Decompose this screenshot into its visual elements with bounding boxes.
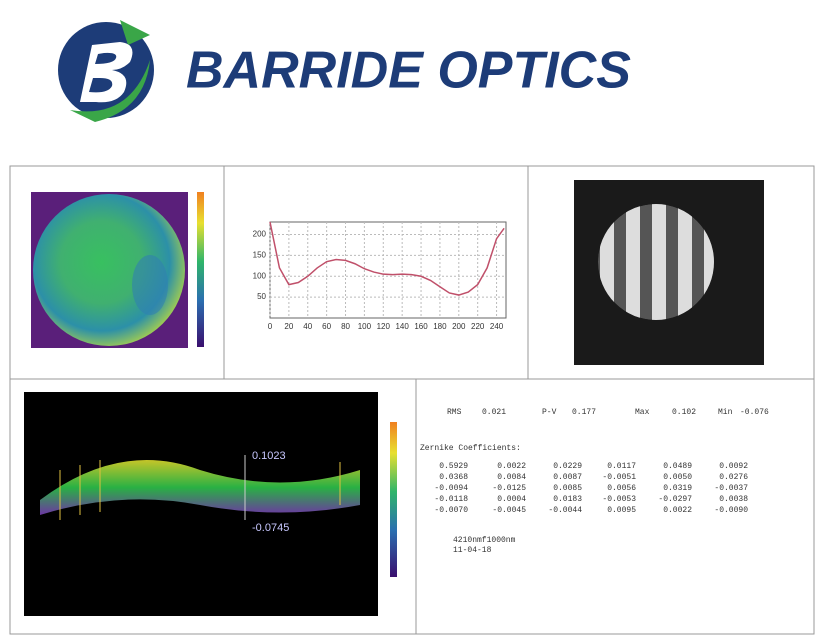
zernike-value: 0.0092 <box>719 462 748 471</box>
x-tick-label: 20 <box>284 322 293 331</box>
x-tick-label: 100 <box>358 322 372 331</box>
x-tick-label: 240 <box>490 322 504 331</box>
zernike-value: -0.0044 <box>548 506 582 515</box>
x-tick-label: 40 <box>303 322 312 331</box>
stat-label: RMS <box>447 408 462 417</box>
stat-label: Max <box>635 408 650 417</box>
zernike-value: 0.0276 <box>719 473 748 482</box>
zernike-value: 0.0183 <box>553 495 582 504</box>
zernike-value: -0.0045 <box>492 506 526 515</box>
stat-label: P-V <box>542 408 557 417</box>
x-tick-label: 80 <box>341 322 350 331</box>
x-tick-label: 180 <box>433 322 447 331</box>
zernike-value: 0.0022 <box>497 462 526 471</box>
note: 4210nmf1000nm <box>453 536 516 545</box>
zernike-value: -0.0070 <box>434 506 468 515</box>
logo <box>58 20 154 122</box>
x-tick-label: 0 <box>268 322 273 331</box>
x-tick-label: 120 <box>377 322 391 331</box>
zernike-value: -0.0125 <box>492 484 526 493</box>
x-tick-label: 60 <box>322 322 331 331</box>
fringe-pattern <box>598 204 714 320</box>
surface-max-label: 0.1023 <box>252 450 286 462</box>
y-tick-label: 200 <box>253 230 267 239</box>
x-tick-label: 220 <box>471 322 485 331</box>
zernike-value: 0.0004 <box>497 495 526 504</box>
stat-value: 0.021 <box>482 408 506 417</box>
brand-name: BARRIDE OPTICS <box>186 42 631 100</box>
colorbar <box>197 192 204 347</box>
data-line <box>269 221 505 296</box>
heatmap-region <box>132 255 168 315</box>
y-tick-label: 50 <box>257 292 266 301</box>
zernike-value: 0.0085 <box>553 484 582 493</box>
zernike-value: 0.0489 <box>663 462 692 471</box>
x-tick-label: 200 <box>452 322 466 331</box>
zernike-value: 0.0056 <box>607 484 636 493</box>
note: 11-04-18 <box>453 546 492 555</box>
zernike-title: Zernike Coefficients: <box>420 444 521 453</box>
zernike-value: 0.0117 <box>607 462 636 471</box>
zernike-value: 0.0038 <box>719 495 748 504</box>
zernike-value: -0.0118 <box>434 495 468 504</box>
zernike-value: 0.0087 <box>553 473 582 482</box>
zernike-value: 0.0050 <box>663 473 692 482</box>
stat-value: 0.177 <box>572 408 596 417</box>
zernike-value: -0.0090 <box>714 506 748 515</box>
zernike-value: 0.0084 <box>497 473 526 482</box>
zernike-value: 0.0095 <box>607 506 636 515</box>
zernike-value: 0.5929 <box>439 462 468 471</box>
colorbar <box>390 422 397 577</box>
zernike-value: 0.0368 <box>439 473 468 482</box>
zernike-value: -0.0053 <box>602 495 636 504</box>
y-tick-label: 100 <box>253 271 267 280</box>
zernike-value: -0.0297 <box>658 495 692 504</box>
zernike-value: 0.0229 <box>553 462 582 471</box>
stat-value: -0.076 <box>740 408 769 417</box>
zernike-value: 0.0022 <box>663 506 692 515</box>
zernike-value: -0.0051 <box>602 473 636 482</box>
y-tick-label: 150 <box>253 251 267 260</box>
x-tick-label: 160 <box>414 322 428 331</box>
zernike-value: -0.0037 <box>714 484 748 493</box>
zernike-value: -0.0094 <box>434 484 468 493</box>
zernike-value: 0.0319 <box>663 484 692 493</box>
stat-value: 0.102 <box>672 408 696 417</box>
stat-label: Min <box>718 408 733 417</box>
surface <box>40 460 360 515</box>
surface-edge <box>59 460 341 520</box>
x-tick-label: 140 <box>395 322 409 331</box>
surface-min-label: -0.0745 <box>252 522 289 534</box>
